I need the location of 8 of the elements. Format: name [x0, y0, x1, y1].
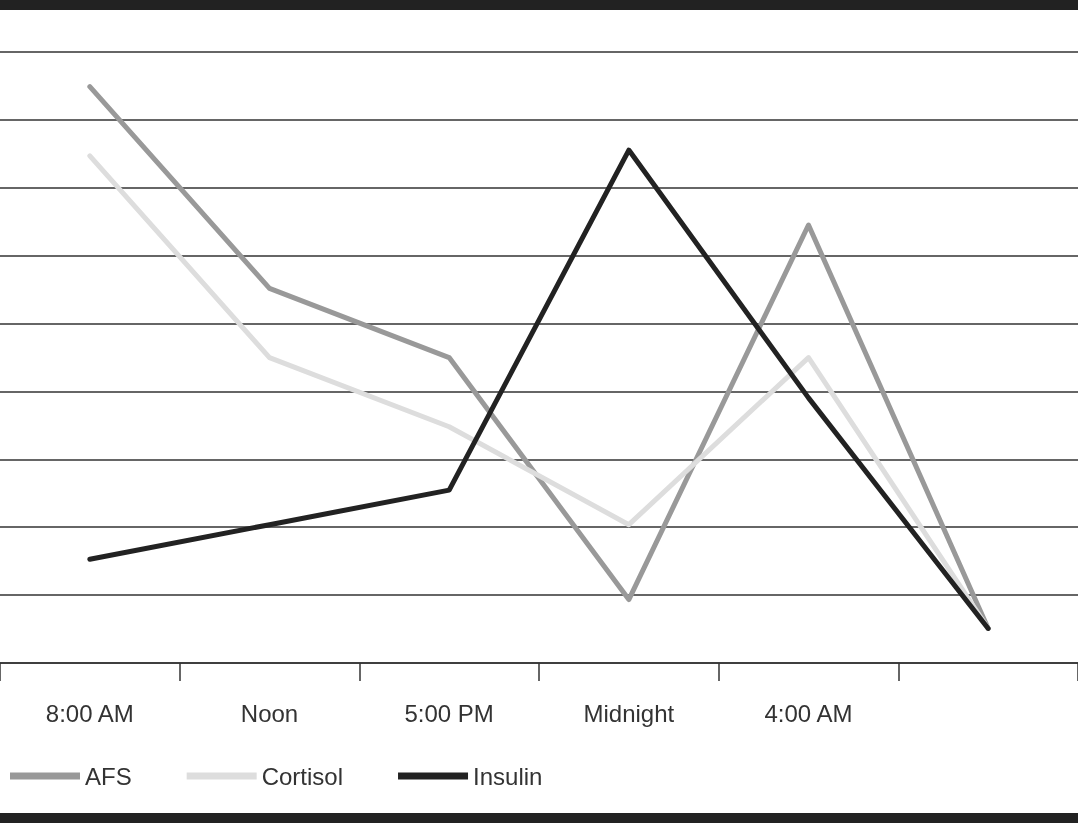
- legend-label: AFS: [85, 762, 132, 790]
- x-tick-label: 5:00 PM: [404, 699, 494, 727]
- x-tick-label: 8:00 AM: [45, 699, 134, 727]
- x-tick-label: Noon: [240, 699, 299, 727]
- legend-label: Insulin: [473, 762, 543, 790]
- x-tick-label: Midnight: [583, 699, 675, 727]
- x-tick-label: 4:00 AM: [764, 699, 853, 727]
- legend-label: Cortisol: [261, 762, 344, 790]
